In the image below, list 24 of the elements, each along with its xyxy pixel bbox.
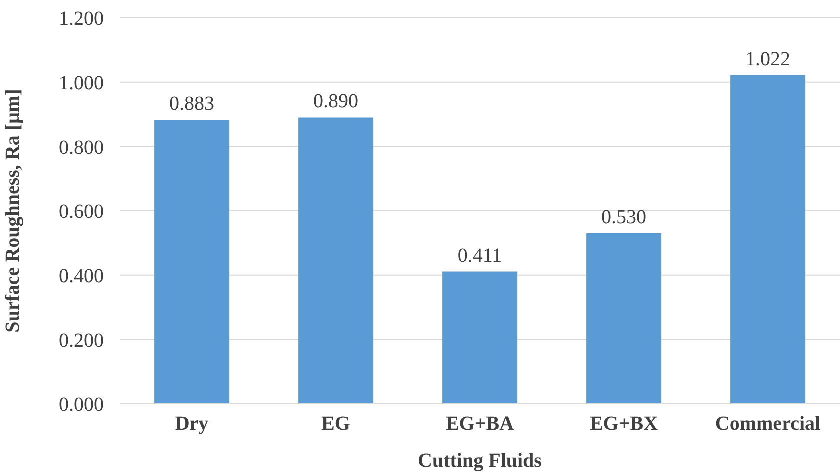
y-tick-label: 0.800 (59, 136, 104, 159)
bar (730, 75, 806, 404)
data-label: 0.883 (170, 92, 215, 115)
data-label: 0.890 (314, 90, 359, 113)
y-tick-label: 1.200 (59, 8, 104, 30)
x-tick-label: EG+BX (590, 413, 659, 436)
y-tick-label: 1.000 (59, 72, 104, 94)
y-axis-title: Surface Roughness, Ra [µm] (2, 89, 24, 333)
x-tick-label: Commercial (715, 413, 822, 436)
y-tick-label: 0.000 (59, 394, 104, 416)
data-label: 0.411 (458, 244, 502, 267)
x-axis-title: Cutting Fluids (418, 450, 542, 472)
y-tick-label: 0.200 (59, 330, 104, 352)
bar (298, 118, 374, 404)
x-tick-label: Dry (175, 413, 209, 436)
bar (586, 234, 662, 404)
x-tick-label: EG+BA (446, 413, 515, 436)
y-tick-label: 0.400 (59, 265, 104, 288)
data-label: 0.530 (602, 206, 647, 229)
y-tick-label: 0.600 (59, 201, 104, 224)
data-label: 1.022 (746, 48, 791, 70)
bar (154, 120, 230, 404)
bar (442, 272, 518, 404)
x-tick-label: EG (322, 413, 351, 436)
